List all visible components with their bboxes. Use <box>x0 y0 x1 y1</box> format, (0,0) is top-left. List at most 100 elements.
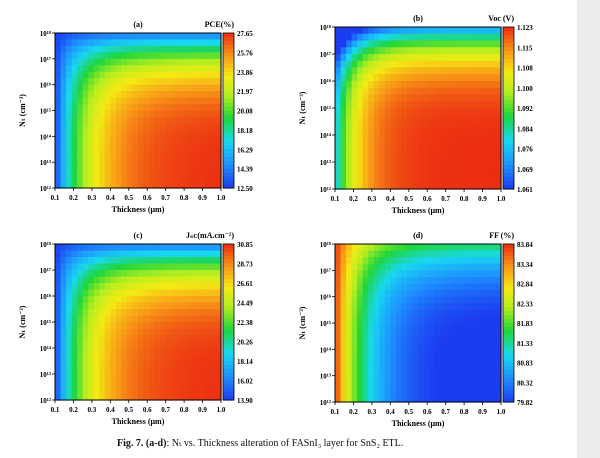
heatmap-cell <box>473 355 480 364</box>
heatmap-cell <box>478 395 485 403</box>
heatmap-cell <box>368 94 375 102</box>
colorbar-tick-label: 22.38 <box>237 319 253 327</box>
colorbar-segment <box>503 259 514 265</box>
heatmap-cell <box>149 175 156 183</box>
colorbar-segment <box>503 366 514 371</box>
heatmap-cell <box>335 263 342 271</box>
heatmap-cell <box>418 290 425 298</box>
heatmap-cell <box>154 257 161 265</box>
heatmap-cell <box>456 87 463 96</box>
heatmap-cell <box>406 263 414 271</box>
heatmap-cell <box>335 168 342 177</box>
heatmap-cell <box>110 309 117 317</box>
heatmap-cell <box>176 348 183 356</box>
heatmap-cell <box>82 116 89 125</box>
heatmap-cell <box>104 52 111 60</box>
heatmap-cell <box>160 71 167 79</box>
heatmap-cell <box>154 91 161 99</box>
heatmap-cell <box>429 175 436 183</box>
heatmap-cell <box>71 348 78 356</box>
colorbar-segment <box>503 307 514 312</box>
heatmap-cell <box>368 369 375 377</box>
heatmap-cell <box>423 270 430 278</box>
heatmap-cell <box>60 257 67 265</box>
heatmap-cell <box>193 302 200 310</box>
heatmap-cell <box>110 175 117 183</box>
heatmap-cell <box>467 362 474 370</box>
x-tick-label: 0.3 <box>88 406 97 414</box>
heatmap-cell <box>401 263 408 271</box>
heatmap-cell <box>362 114 369 123</box>
heatmap-cell <box>456 362 463 370</box>
heatmap-cell <box>462 362 469 370</box>
heatmap-cell <box>138 328 145 336</box>
heatmap-cell <box>115 39 122 47</box>
heatmap-cell <box>154 393 161 401</box>
heatmap-cell <box>88 374 95 382</box>
colorbar-segment <box>223 91 234 96</box>
heatmap-cell <box>60 341 67 349</box>
heatmap-cell <box>176 116 183 125</box>
heatmap-cell <box>71 84 78 92</box>
heatmap-cell <box>357 316 364 324</box>
heatmap-cell <box>451 108 458 116</box>
heatmap-cell <box>467 168 474 177</box>
y-tick-label: 10¹⁴ <box>40 133 52 141</box>
heatmap-cell <box>384 40 391 48</box>
heatmap-cell <box>55 168 62 176</box>
heatmap-cell <box>473 128 480 136</box>
heatmap-cell <box>60 181 67 189</box>
heatmap-cell <box>384 316 391 324</box>
heatmap-cell <box>171 354 178 362</box>
heatmap-cell <box>60 110 67 118</box>
heatmap-cell <box>473 323 480 331</box>
heatmap-cell <box>489 60 497 69</box>
heatmap-cell <box>171 136 178 144</box>
heatmap-cell <box>390 108 397 116</box>
heatmap-cell <box>171 341 178 349</box>
heatmap-cell <box>165 110 172 118</box>
heatmap-cell <box>165 250 172 258</box>
heatmap-cell <box>66 302 73 310</box>
heatmap-cell <box>406 182 414 190</box>
heatmap-cell <box>401 388 408 397</box>
heatmap-cell <box>384 296 391 304</box>
heatmap-cell <box>362 182 369 190</box>
heatmap-cell <box>456 263 463 271</box>
heatmap-cell <box>165 380 172 388</box>
heatmap-cell <box>467 81 474 89</box>
heatmap-cell <box>66 71 73 79</box>
heatmap-cell <box>154 322 161 330</box>
heatmap-cell <box>193 393 200 401</box>
heatmap-cell <box>66 348 73 356</box>
heatmap-cell <box>484 329 491 337</box>
heatmap-cell <box>445 270 452 278</box>
heatmap-cell <box>182 149 189 157</box>
heatmap-cell <box>456 135 463 143</box>
heatmap-cell <box>176 155 183 163</box>
heatmap-cell <box>204 78 211 86</box>
heatmap-cell <box>132 58 139 66</box>
heatmap-cell <box>390 74 397 82</box>
heatmap-cell <box>115 328 122 336</box>
heatmap-cell <box>406 309 414 318</box>
heatmap-cell <box>138 116 145 125</box>
heatmap-cell <box>121 33 128 41</box>
heatmap-cell <box>209 142 217 150</box>
heatmap-cell <box>104 322 111 330</box>
heatmap-cell <box>77 296 84 304</box>
heatmap-cell <box>154 341 161 349</box>
heatmap-cell <box>171 97 178 105</box>
heatmap-cell <box>176 263 183 271</box>
heatmap-cell <box>489 135 497 143</box>
heatmap-cell <box>215 289 222 297</box>
colorbar-tick-label: 79.82 <box>517 399 533 407</box>
heatmap-cell <box>495 74 502 82</box>
heatmap-cell <box>395 121 402 129</box>
heatmap-cell <box>357 263 364 271</box>
heatmap-cell <box>451 114 458 123</box>
heatmap-cell <box>440 175 447 183</box>
heatmap-cell <box>55 116 62 125</box>
heatmap-cell <box>473 290 480 298</box>
heatmap-cell <box>390 388 397 397</box>
